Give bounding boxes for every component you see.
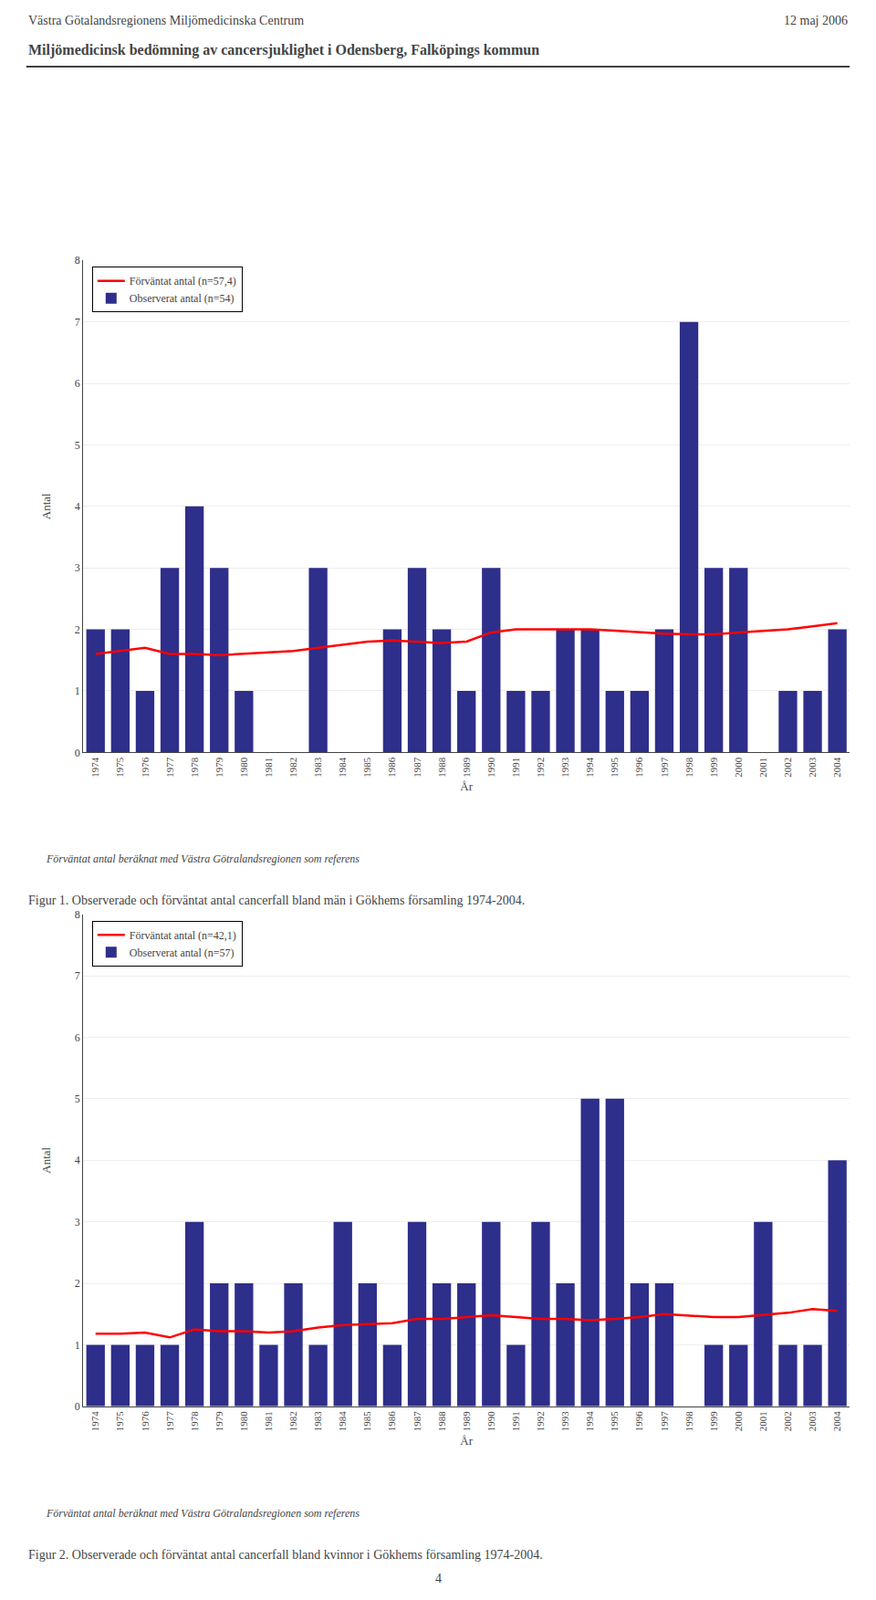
svg-text:Förväntat antal beräknat med V: Förväntat antal beräknat med Västra Götr… [45,1506,360,1520]
svg-text:1992: 1992 [534,757,546,778]
svg-text:1983: 1983 [312,1410,324,1432]
svg-text:5: 5 [74,438,81,452]
svg-text:1995: 1995 [608,756,620,778]
svg-text:Observerat antal (n=54): Observerat antal (n=54) [129,292,235,305]
svg-text:2001: 2001 [757,757,769,778]
svg-text:1996: 1996 [633,756,645,778]
svg-text:1993: 1993 [559,1410,571,1432]
svg-text:1982: 1982 [287,1410,299,1431]
svg-text:1991: 1991 [510,1410,522,1431]
svg-text:1990: 1990 [485,1410,497,1432]
svg-text:År: År [459,1433,473,1448]
svg-text:1985: 1985 [361,756,373,778]
svg-text:1999: 1999 [708,1410,720,1432]
svg-text:Antal: Antal [39,1146,53,1173]
svg-text:2: 2 [74,1276,81,1290]
svg-text:2001: 2001 [757,1410,769,1431]
svg-text:8: 8 [74,253,81,267]
svg-text:1989: 1989 [460,756,472,778]
svg-text:1982: 1982 [287,757,299,778]
svg-text:1987: 1987 [411,756,423,778]
svg-text:1975: 1975 [114,1410,126,1432]
svg-text:Förväntat antal (n=42,1): Förväntat antal (n=42,1) [129,928,237,942]
svg-text:6: 6 [74,376,81,390]
svg-text:1975: 1975 [114,756,126,778]
svg-text:1988: 1988 [436,756,448,778]
svg-text:1974: 1974 [89,756,101,778]
svg-text:1981: 1981 [262,1410,274,1431]
svg-text:2000: 2000 [732,1410,744,1432]
svg-text:8: 8 [74,907,81,921]
svg-text:1979: 1979 [213,1410,225,1432]
svg-text:Västra Götalandsregionens Milj: Västra Götalandsregionens Miljömedicinsk… [28,13,304,28]
svg-text:1995: 1995 [608,1410,620,1432]
svg-text:Antal: Antal [39,492,53,520]
svg-text:1991: 1991 [510,757,522,778]
svg-text:1994: 1994 [584,756,595,778]
svg-text:6: 6 [74,1031,81,1044]
svg-text:12 maj 2006: 12 maj 2006 [783,13,848,28]
svg-text:2003: 2003 [806,1410,818,1432]
svg-text:2004: 2004 [831,1410,843,1432]
svg-text:0: 0 [74,1399,81,1413]
svg-text:2: 2 [74,623,81,637]
svg-text:Miljömedicinsk bedömning av ca: Miljömedicinsk bedömning av cancersjukli… [28,41,540,59]
svg-text:Förväntat antal (n=57,4): Förväntat antal (n=57,4) [129,274,237,288]
svg-text:Förväntat antal beräknat med V: Förväntat antal beräknat med Västra Götr… [45,852,360,866]
svg-text:1986: 1986 [385,756,397,778]
svg-text:1980: 1980 [238,1410,250,1432]
svg-text:4: 4 [74,500,81,513]
svg-text:1: 1 [74,1338,81,1352]
svg-text:1993: 1993 [559,756,571,778]
svg-text:1979: 1979 [213,756,225,778]
svg-text:1984: 1984 [336,1410,348,1432]
svg-text:1983: 1983 [312,756,324,778]
svg-text:1981: 1981 [262,757,274,778]
svg-text:Observerat antal (n=57): Observerat antal (n=57) [129,946,235,960]
svg-text:1974: 1974 [89,1410,101,1432]
svg-text:2002: 2002 [782,1410,793,1431]
svg-text:4: 4 [74,1153,81,1167]
svg-text:5: 5 [74,1092,81,1106]
svg-text:2004: 2004 [831,756,843,778]
svg-text:2002: 2002 [782,757,793,778]
svg-text:1976: 1976 [139,1410,151,1432]
svg-text:7: 7 [74,315,81,329]
svg-text:1996: 1996 [633,1410,645,1432]
svg-text:1997: 1997 [658,756,670,778]
svg-text:1977: 1977 [164,756,176,778]
svg-text:2000: 2000 [732,756,744,778]
svg-text:1997: 1997 [658,1410,670,1432]
svg-text:1: 1 [74,684,81,698]
svg-text:0: 0 [74,746,81,760]
svg-text:1978: 1978 [188,756,200,778]
svg-text:1987: 1987 [411,1410,423,1432]
svg-text:1998: 1998 [683,756,695,778]
svg-text:1994: 1994 [584,1410,595,1432]
svg-text:1985: 1985 [361,1410,373,1432]
svg-text:3: 3 [74,561,81,574]
svg-text:1992: 1992 [534,1410,546,1431]
svg-text:1988: 1988 [436,1410,448,1432]
svg-text:1998: 1998 [683,1410,695,1432]
svg-text:1980: 1980 [238,756,250,778]
svg-text:4: 4 [435,1571,442,1586]
svg-text:1990: 1990 [485,756,497,778]
svg-text:1977: 1977 [164,1410,176,1432]
svg-text:Figur 2. Observerade och förvä: Figur 2. Observerade och förväntat antal… [28,1547,543,1562]
svg-text:Figur 1. Observerade och förvä: Figur 1. Observerade och förväntat antal… [28,893,525,908]
svg-text:1999: 1999 [708,756,720,778]
svg-text:År: År [459,779,473,793]
svg-text:1978: 1978 [188,1410,200,1432]
svg-text:1986: 1986 [385,1410,397,1432]
svg-text:1989: 1989 [460,1410,472,1432]
svg-text:1984: 1984 [336,756,348,778]
svg-text:1976: 1976 [139,756,151,778]
svg-text:3: 3 [74,1215,81,1229]
svg-text:7: 7 [74,969,81,982]
svg-text:2003: 2003 [806,756,818,778]
